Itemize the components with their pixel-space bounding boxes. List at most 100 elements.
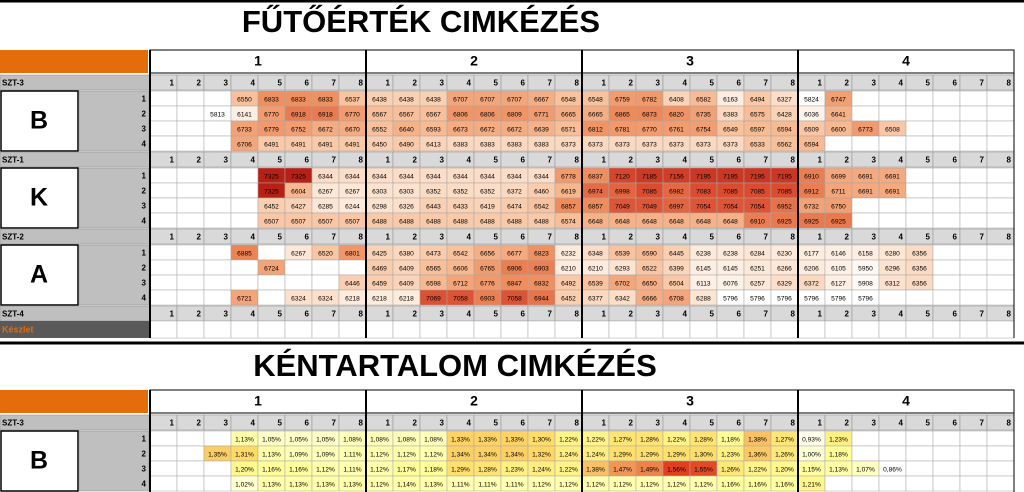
cell-value: 1,11% [505, 481, 523, 488]
cell-value: 1,14% [397, 481, 416, 488]
empty-cell [203, 475, 232, 492]
section-title: FŰTŐÉRTÉK CIMKÉZÉS [242, 3, 600, 39]
column-header: 3 [440, 79, 445, 88]
cell-value: 6648 [588, 218, 603, 225]
cell-value: 6542 [453, 250, 468, 257]
empty-cell [878, 90, 907, 107]
cell-value: 1,16% [721, 481, 740, 488]
cell-value: 6409 [399, 280, 414, 287]
empty-cell [959, 182, 988, 199]
empty-cell [959, 120, 988, 137]
cell-value: 1,12% [694, 481, 713, 488]
cell-value: 6344 [318, 173, 333, 180]
column-header: 8 [575, 233, 580, 242]
group-header: 3 [686, 393, 694, 409]
cell-value: 6218 [345, 295, 360, 302]
empty-cell [203, 197, 232, 214]
empty-cell [986, 445, 1015, 462]
cell-value: 0,93% [802, 436, 821, 443]
cell-value: 1,29% [640, 451, 659, 458]
cell-value: 6925 [831, 218, 846, 225]
empty-cell [905, 445, 934, 462]
cell-value: 6832 [534, 280, 549, 287]
cell-value: 7083 [696, 188, 711, 195]
row-label: 4 [142, 217, 147, 226]
cell-value: 5796 [831, 295, 846, 302]
empty-cell [905, 105, 934, 122]
cell-value: 6145 [696, 265, 711, 272]
column-header: 5 [278, 79, 283, 88]
cell-value: 1,20% [775, 466, 794, 473]
cell-value: 1,55% [694, 466, 713, 473]
column-header: 1 [818, 419, 823, 428]
column-header: 4 [251, 419, 256, 428]
cell-value: 1,34% [478, 451, 497, 458]
column-header: 5 [710, 419, 715, 428]
cell-value: 6383 [480, 141, 495, 148]
cell-value: 6218 [372, 295, 387, 302]
cell-value: 6158 [858, 250, 873, 257]
cell-value: 6567 [399, 111, 414, 118]
cell-value: 6752 [291, 126, 306, 133]
row-label-area [78, 430, 150, 492]
cell-value: 6549 [723, 126, 738, 133]
stock-cell [149, 320, 178, 339]
empty-cell [176, 167, 205, 184]
stock-cell [635, 320, 664, 339]
cell-value: 6806 [480, 111, 495, 118]
cell-value: 6488 [480, 218, 495, 225]
empty-cell [932, 430, 961, 447]
empty-cell [959, 259, 988, 276]
cell-value: 1,12% [424, 451, 443, 458]
cell-value: 6285 [318, 203, 333, 210]
column-header: 2 [629, 233, 634, 242]
cell-value: 7058 [507, 295, 522, 302]
cell-value: 6925 [777, 218, 792, 225]
row-label-area [78, 244, 150, 306]
stock-cell [257, 320, 286, 339]
column-header: 8 [359, 156, 364, 165]
empty-cell [851, 90, 880, 107]
cell-value: 6773 [858, 126, 873, 133]
cell-value: 1,11% [343, 451, 361, 458]
empty-cell [149, 475, 178, 492]
column-header: 4 [899, 419, 904, 428]
cell-value: 6266 [777, 265, 792, 272]
cell-value: 6639 [534, 126, 549, 133]
cell-value: 6903 [480, 295, 495, 302]
cell-value: 1,22% [559, 436, 578, 443]
cell-value: 6707 [507, 96, 522, 103]
empty-cell [203, 135, 232, 152]
column-header: 4 [251, 310, 256, 319]
cell-value: 1,11% [343, 466, 361, 473]
empty-cell [851, 212, 880, 229]
cell-value: 1,23% [505, 466, 524, 473]
cell-value: 6344 [399, 173, 414, 180]
empty-cell [932, 259, 961, 276]
column-header: 3 [440, 310, 445, 319]
block-label: A [30, 261, 48, 289]
cell-value: 1,12% [370, 481, 389, 488]
cell-value: 7054 [696, 203, 711, 210]
column-header: 7 [980, 156, 985, 165]
cell-value: 6910 [750, 218, 765, 225]
cell-value: 6812 [588, 126, 603, 133]
cell-value: 1,12% [640, 481, 659, 488]
cell-value: 1,49% [640, 466, 659, 473]
row-label: 1 [142, 249, 147, 258]
empty-cell [149, 197, 178, 214]
cell-value: 6445 [669, 250, 684, 257]
cell-value: 6488 [507, 218, 522, 225]
column-header: 1 [170, 79, 175, 88]
cell-value: 6373 [588, 141, 603, 148]
column-header: 6 [737, 419, 742, 428]
empty-cell [932, 120, 961, 137]
row-label: 1 [142, 172, 147, 181]
empty-cell [959, 274, 988, 291]
empty-cell [176, 197, 205, 214]
column-header: 3 [872, 79, 877, 88]
block-label: B [30, 447, 48, 475]
empty-cell [176, 445, 205, 462]
column-header: 3 [656, 156, 661, 165]
empty-cell [986, 167, 1015, 184]
